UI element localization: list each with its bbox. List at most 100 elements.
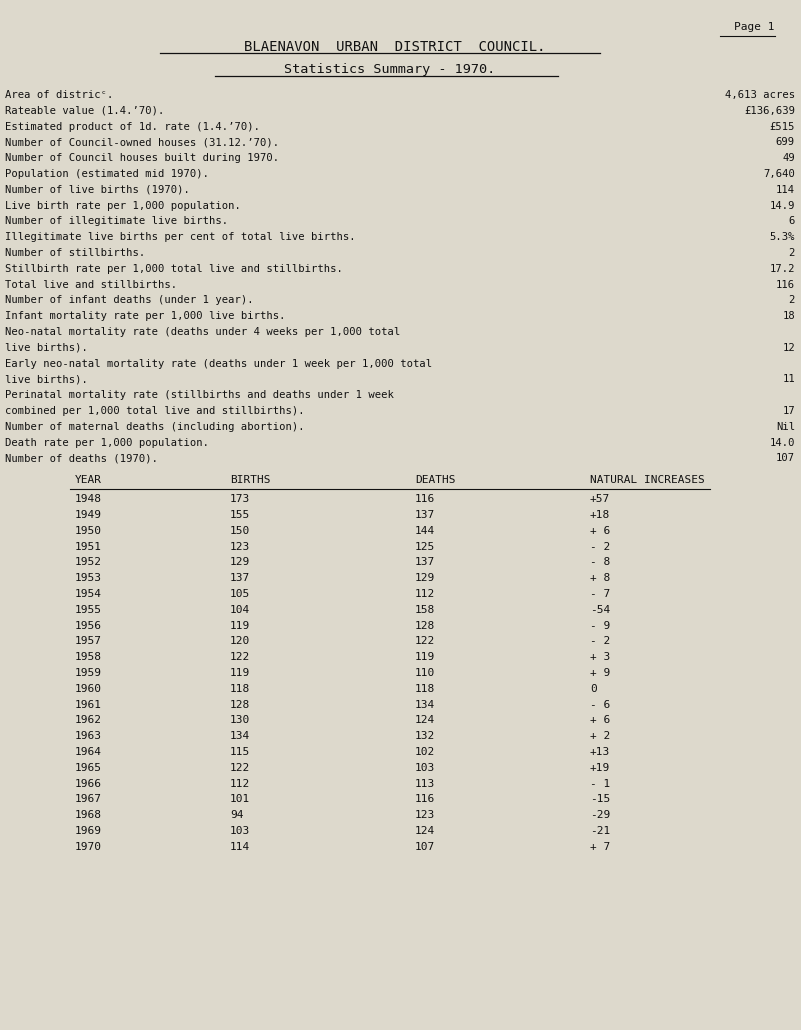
Text: 137: 137	[415, 557, 435, 568]
Text: NATURAL INCREASES: NATURAL INCREASES	[590, 475, 705, 485]
Text: 6: 6	[789, 216, 795, 227]
Text: Live birth rate per 1,000 population.: Live birth rate per 1,000 population.	[5, 201, 241, 210]
Text: - 7: - 7	[590, 589, 610, 599]
Text: 101: 101	[230, 794, 250, 804]
Text: BLAENAVON  URBAN  DISTRICT  COUNCIL.: BLAENAVON URBAN DISTRICT COUNCIL.	[244, 40, 545, 54]
Text: Perinatal mortality rate (stillbirths and deaths under 1 week: Perinatal mortality rate (stillbirths an…	[5, 390, 394, 401]
Text: 120: 120	[230, 637, 250, 647]
Text: combined per 1,000 total live and stillbirths).: combined per 1,000 total live and stillb…	[5, 406, 304, 416]
Text: 102: 102	[415, 747, 435, 757]
Text: - 2: - 2	[590, 542, 610, 552]
Text: + 8: + 8	[590, 574, 610, 583]
Text: 113: 113	[415, 779, 435, 789]
Text: - 9: - 9	[590, 621, 610, 630]
Text: 130: 130	[230, 716, 250, 725]
Text: - 8: - 8	[590, 557, 610, 568]
Text: 112: 112	[415, 589, 435, 599]
Text: 0: 0	[590, 684, 597, 694]
Text: Number of Council houses built during 1970.: Number of Council houses built during 19…	[5, 153, 279, 163]
Text: 118: 118	[230, 684, 250, 694]
Text: -54: -54	[590, 605, 610, 615]
Text: Number of illegitimate live births.: Number of illegitimate live births.	[5, 216, 228, 227]
Text: 122: 122	[230, 652, 250, 662]
Text: 115: 115	[230, 747, 250, 757]
Text: DEATHS: DEATHS	[415, 475, 456, 485]
Text: - 2: - 2	[590, 637, 610, 647]
Text: 1949: 1949	[75, 510, 102, 520]
Text: 1963: 1963	[75, 731, 102, 742]
Text: 2: 2	[789, 248, 795, 258]
Text: 124: 124	[415, 716, 435, 725]
Text: 5.3%: 5.3%	[770, 232, 795, 242]
Text: + 3: + 3	[590, 652, 610, 662]
Text: 122: 122	[415, 637, 435, 647]
Text: BIRTHS: BIRTHS	[230, 475, 271, 485]
Text: Infant mortality rate per 1,000 live births.: Infant mortality rate per 1,000 live bir…	[5, 311, 285, 321]
Text: 119: 119	[415, 652, 435, 662]
Text: 49: 49	[783, 153, 795, 163]
Text: 1952: 1952	[75, 557, 102, 568]
Text: 699: 699	[776, 137, 795, 147]
Text: 11: 11	[783, 374, 795, 384]
Text: £136,639: £136,639	[744, 106, 795, 115]
Text: 144: 144	[415, 525, 435, 536]
Text: - 6: - 6	[590, 699, 610, 710]
Text: 134: 134	[230, 731, 250, 742]
Text: 107: 107	[415, 842, 435, 852]
Text: 123: 123	[230, 542, 250, 552]
Text: 1948: 1948	[75, 494, 102, 505]
Text: 1970: 1970	[75, 842, 102, 852]
Text: 125: 125	[415, 542, 435, 552]
Text: + 9: + 9	[590, 668, 610, 678]
Text: 132: 132	[415, 731, 435, 742]
Text: + 2: + 2	[590, 731, 610, 742]
Text: + 6: + 6	[590, 525, 610, 536]
Text: 110: 110	[415, 668, 435, 678]
Text: 1950: 1950	[75, 525, 102, 536]
Text: 1964: 1964	[75, 747, 102, 757]
Text: -15: -15	[590, 794, 610, 804]
Text: 114: 114	[230, 842, 250, 852]
Text: 134: 134	[415, 699, 435, 710]
Text: Early neo-natal mortality rate (deaths under 1 week per 1,000 total: Early neo-natal mortality rate (deaths u…	[5, 358, 432, 369]
Text: 17.2: 17.2	[770, 264, 795, 274]
Text: 122: 122	[230, 763, 250, 772]
Text: 1965: 1965	[75, 763, 102, 772]
Text: 1954: 1954	[75, 589, 102, 599]
Text: 137: 137	[230, 574, 250, 583]
Text: Population (estimated mid 1970).: Population (estimated mid 1970).	[5, 169, 209, 179]
Text: 103: 103	[415, 763, 435, 772]
Text: 116: 116	[415, 794, 435, 804]
Text: 14.9: 14.9	[770, 201, 795, 210]
Text: Statistics Summary - 1970.: Statistics Summary - 1970.	[284, 63, 496, 76]
Text: Rateable value (1.4.’70).: Rateable value (1.4.’70).	[5, 106, 164, 115]
Text: 129: 129	[415, 574, 435, 583]
Text: 137: 137	[415, 510, 435, 520]
Text: Number of infant deaths (under 1 year).: Number of infant deaths (under 1 year).	[5, 296, 254, 306]
Text: 1961: 1961	[75, 699, 102, 710]
Text: 2: 2	[789, 296, 795, 306]
Text: Number of deaths (1970).: Number of deaths (1970).	[5, 453, 158, 464]
Text: 1968: 1968	[75, 811, 102, 820]
Text: 1966: 1966	[75, 779, 102, 789]
Text: Death rate per 1,000 population.: Death rate per 1,000 population.	[5, 438, 209, 448]
Text: 1955: 1955	[75, 605, 102, 615]
Text: 155: 155	[230, 510, 250, 520]
Text: 17: 17	[783, 406, 795, 416]
Text: -21: -21	[590, 826, 610, 836]
Text: +57: +57	[590, 494, 610, 505]
Text: 129: 129	[230, 557, 250, 568]
Text: + 6: + 6	[590, 716, 610, 725]
Text: live births).: live births).	[5, 343, 88, 353]
Text: 7,640: 7,640	[763, 169, 795, 179]
Text: 1962: 1962	[75, 716, 102, 725]
Text: 1967: 1967	[75, 794, 102, 804]
Text: 116: 116	[415, 494, 435, 505]
Text: 114: 114	[776, 184, 795, 195]
Text: 119: 119	[230, 668, 250, 678]
Text: 1956: 1956	[75, 621, 102, 630]
Text: 18: 18	[783, 311, 795, 321]
Text: Nil: Nil	[776, 422, 795, 432]
Text: +18: +18	[590, 510, 610, 520]
Text: Number of Council-owned houses (31.12.’70).: Number of Council-owned houses (31.12.’7…	[5, 137, 279, 147]
